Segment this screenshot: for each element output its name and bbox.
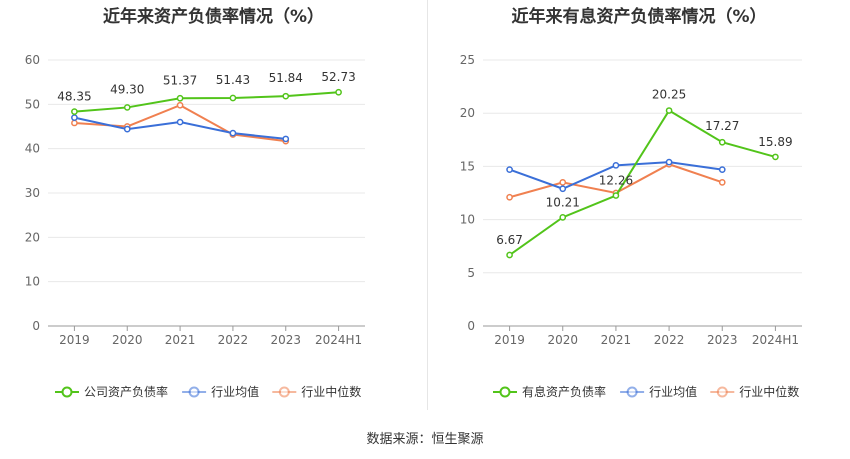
data-point (71, 119, 78, 127)
data-point (559, 214, 567, 221)
legend-swatch-marker (278, 386, 290, 398)
data-label: 17.27 (705, 119, 739, 133)
legend-item: 行业中位数 (272, 384, 361, 399)
debt-ratio-chart: 0 10 20 30 40 50 60 2019 2020 2021 2022 2023 2024H1 4… (25, 53, 365, 399)
legend-item: 行业均值 (182, 384, 259, 399)
data-point (176, 101, 184, 109)
legend-item: 有息资产负债率 (493, 384, 606, 399)
legend-label: 行业均值 (211, 384, 259, 399)
y-tick-label: 30 (25, 186, 40, 200)
x-tick-label: 2020 (112, 333, 143, 347)
y-tick-label: 40 (25, 142, 40, 156)
legend-swatch-marker (61, 386, 73, 398)
y-tick-label: 5 (467, 266, 475, 280)
data-point (282, 135, 290, 143)
data-label: 52.73 (321, 70, 355, 84)
y-tick-label: 10 (460, 213, 475, 227)
data-point (559, 185, 567, 193)
data-point (229, 94, 237, 102)
data-point (176, 118, 184, 126)
chart-title-interest-debt-ratio: 近年来有息资产负债率情况（%） (511, 7, 767, 27)
y-tick-label: 50 (25, 97, 40, 111)
data-source-note: 数据来源：恒生聚源 (366, 432, 484, 447)
legend-label: 公司资产负债率 (84, 384, 168, 399)
data-point (282, 92, 290, 100)
x-tick-label: 2021 (601, 333, 632, 347)
data-point (612, 192, 620, 199)
legend-item: 行业均值 (620, 384, 697, 399)
legend-swatch-marker (188, 386, 200, 398)
legend-label: 行业均值 (649, 384, 697, 399)
data-label: 12.26 (599, 174, 633, 188)
data-label: 48.35 (57, 90, 91, 104)
data-point (229, 129, 237, 137)
data-point (123, 125, 131, 133)
legend-item: 行业中位数 (710, 384, 799, 399)
panel-divider (427, 0, 428, 410)
data-point (71, 108, 78, 115)
legend-label: 有息资产负债率 (522, 384, 606, 399)
x-tick-label: 2022 (654, 333, 685, 347)
legend-item: 公司资产负债率 (55, 384, 168, 399)
chart-title-debt-ratio: 近年来资产负债率情况（%） (102, 7, 325, 27)
legend-swatch-marker (499, 386, 511, 398)
data-point (772, 153, 779, 161)
data-point (176, 94, 184, 102)
x-tick-label: 2024H1 (315, 333, 362, 347)
data-label: 51.43 (216, 73, 250, 87)
y-tick-label: 10 (25, 275, 40, 289)
data-label: 6.67 (496, 233, 523, 247)
data-point (718, 179, 726, 186)
y-tick-label: 25 (460, 53, 475, 67)
y-tick-label: 0 (32, 319, 40, 333)
interest-debt-ratio-chart: 0 5 10 15 20 25 2019 2020 2021 2022 2023 2024H1 6.67… (460, 53, 802, 399)
data-point (506, 166, 513, 173)
data-point (506, 251, 513, 259)
data-label: 10.21 (546, 195, 580, 209)
legend-swatch-marker (626, 386, 638, 398)
y-tick-label: 60 (25, 53, 40, 67)
x-tick-label: 2020 (547, 333, 578, 347)
data-point (506, 193, 513, 201)
x-tick-label: 2019 (59, 333, 90, 347)
data-point (718, 138, 726, 146)
data-point (71, 114, 78, 121)
data-label: 49.30 (110, 82, 144, 96)
data-point (123, 104, 131, 111)
y-tick-label: 15 (460, 159, 475, 173)
data-point (665, 158, 673, 166)
x-tick-label: 2019 (494, 333, 525, 347)
y-tick-label: 20 (460, 106, 475, 120)
series-line (509, 109, 776, 256)
legend-label: 行业中位数 (739, 384, 799, 399)
legend-label: 行业中位数 (301, 384, 361, 399)
y-tick-label: 0 (467, 319, 475, 333)
y-tick-label: 20 (25, 230, 40, 244)
data-point (612, 161, 620, 169)
data-label: 15.89 (758, 135, 792, 149)
data-point (718, 166, 726, 173)
x-tick-label: 2024H1 (752, 333, 799, 347)
data-label: 51.84 (269, 71, 303, 85)
x-tick-label: 2021 (165, 333, 196, 347)
data-point (335, 88, 342, 96)
data-label: 20.25 (652, 88, 686, 102)
data-label: 51.37 (163, 73, 197, 87)
x-tick-label: 2023 (707, 333, 738, 347)
x-tick-label: 2023 (270, 333, 301, 347)
series-line (74, 91, 339, 113)
data-point (665, 107, 673, 114)
data-point (559, 179, 567, 186)
legend-swatch-marker (716, 386, 728, 398)
x-tick-label: 2022 (218, 333, 249, 347)
